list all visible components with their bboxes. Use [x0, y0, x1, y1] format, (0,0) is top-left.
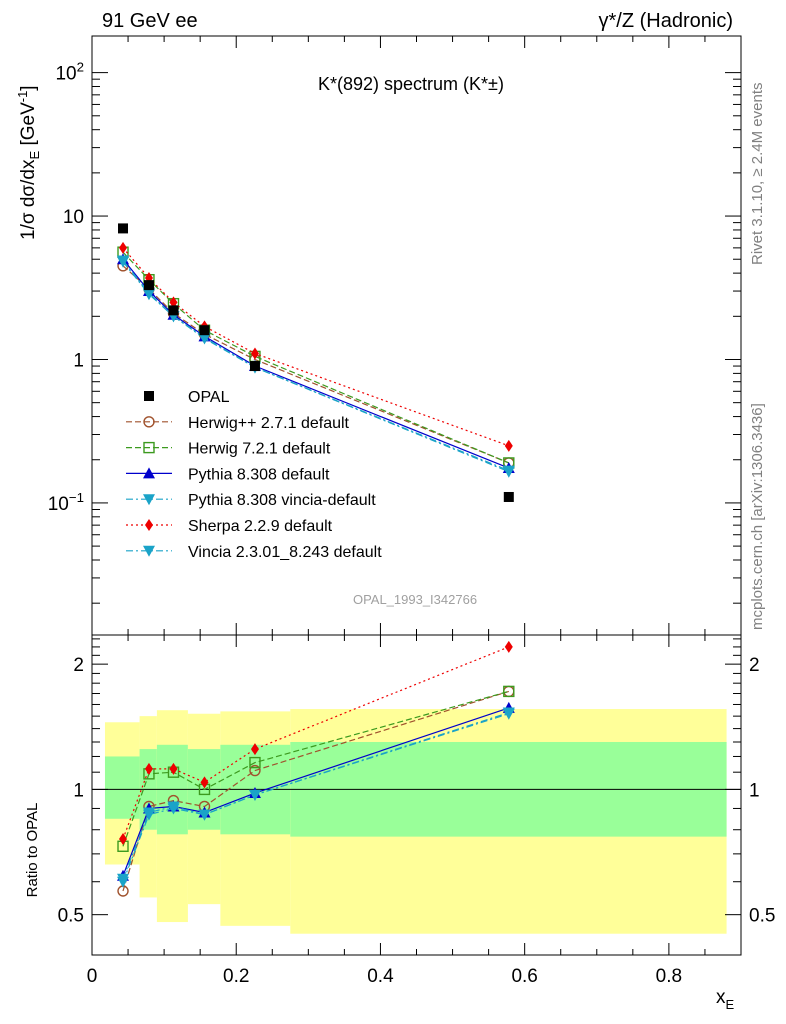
- y-axis-title: 1/σ dσ/dxE [GeV-1]: [15, 85, 42, 240]
- x-tick-label: 0.8: [656, 966, 682, 987]
- main-line-sherpa-2-2-9-default: [122, 247, 510, 447]
- main-point-sherpa-2-2-9-default: [119, 241, 128, 254]
- energy-label: 91 GeV ee: [102, 10, 198, 32]
- x-tick-label: 0: [87, 966, 98, 987]
- ratio-point-vincia-2-3-01-8-243-default: [248, 789, 261, 801]
- ratio-point-vincia-2-3-01-8-243-default: [117, 873, 130, 885]
- x-axis-title: xE: [716, 987, 735, 1012]
- ratio-y-tick-label: 0.5: [58, 906, 84, 927]
- legend-label-vincia-2-3-01-8-243-default: Vincia 2.3.01_8.243 default: [188, 544, 382, 561]
- main-point-opal: [199, 325, 210, 336]
- ratio-point-sherpa-2-2-9-default: [169, 762, 178, 775]
- ratio-y-tick-label: 1: [73, 780, 84, 801]
- legend-label-pythia-8-308-default: Pythia 8.308 default: [188, 466, 330, 483]
- legend-marker-herwig-7-2-1-default: [143, 441, 155, 454]
- ratio-line-sherpa-2-2-9-default: [122, 646, 510, 840]
- ratio-point-herwig-2-7-1-default: [503, 685, 515, 698]
- ratio-point-sherpa-2-2-9-default: [250, 743, 259, 756]
- x-tick-label: 0.2: [223, 966, 249, 987]
- main-point-opal: [503, 491, 514, 502]
- x-tick-label: 0.6: [511, 966, 537, 987]
- y-tick-label: 1: [73, 350, 84, 371]
- ratio-y-tick-label-right: 2: [749, 655, 760, 676]
- x-tick-label: 0.4: [367, 966, 394, 987]
- main-line-herwig-2-7-1-default: [122, 265, 510, 464]
- legend-marker-vincia-2-3-01-8-243-default: [143, 545, 155, 557]
- ratio-line-herwig-7-2-1-default: [122, 690, 509, 847]
- ratio-line-vincia-2-3-01-8-243-default: [122, 712, 509, 879]
- ratio-point-sherpa-2-2-9-default: [119, 833, 128, 846]
- plot-title: K*(892) spectrum (K*±): [318, 74, 504, 94]
- ratio-point-vincia-2-3-01-8-243-default: [167, 801, 180, 813]
- ratio-y-tick-label-right: 0.5: [749, 906, 775, 927]
- y-tick-label: 102: [55, 60, 84, 85]
- main-point-opal: [143, 280, 154, 291]
- main-point-vincia-2-3-01-8-243-default: [198, 332, 211, 344]
- main-point-vincia-2-3-01-8-243-default: [142, 288, 155, 300]
- ratio-point-sherpa-2-2-9-default: [504, 640, 513, 653]
- ratio-point-vincia-2-3-01-8-243-default: [198, 809, 211, 821]
- legend-label-herwig-2-7-1-default: Herwig++ 2.7.1 default: [188, 415, 350, 432]
- ratio-y-tick-label: 2: [73, 655, 84, 676]
- ratio-point-herwig-7-2-1-default: [503, 685, 515, 698]
- main-point-sherpa-2-2-9-default: [250, 347, 259, 360]
- ratio-point-sherpa-2-2-9-default: [144, 762, 153, 775]
- legend: OPAL Herwig++ 2.7.1 default Herwig 7.2.1 d…: [126, 389, 382, 561]
- legend-marker-pythia-8-308-default: [143, 467, 155, 479]
- legend-marker-herwig-2-7-1-default: [143, 416, 155, 428]
- main-point-opal: [249, 361, 260, 372]
- ratio-point-herwig-2-7-1-default: [249, 764, 261, 777]
- main-point-vincia-2-3-01-8-243-default: [117, 255, 130, 267]
- y-tick-label: 10−1: [48, 490, 84, 515]
- legend-marker-opal: [144, 391, 154, 401]
- main-panel: 10−1 1 10 102: [48, 35, 742, 636]
- legend-label-herwig-7-2-1-default: Herwig 7.2.1 default: [188, 441, 331, 458]
- ratio-point-vincia-2-3-01-8-243-default: [502, 707, 515, 719]
- legend-marker-sherpa-2-2-9-default: [145, 519, 153, 531]
- ratio-band-inner: [104, 756, 140, 819]
- mcplots-reference-label: mcplots.cern.ch [arXiv:1306.3436]: [749, 403, 766, 630]
- main-point-vincia-2-3-01-8-243-default: [502, 465, 515, 477]
- legend-label-opal: OPAL: [188, 389, 230, 406]
- analysis-id-watermark: OPAL_1993_I342766: [353, 592, 477, 607]
- main-point-opal: [168, 305, 179, 316]
- main-line-pythia-8-308-default: [122, 258, 510, 469]
- legend-label-sherpa-2-2-9-default: Sherpa 2.2.9 default: [188, 518, 333, 535]
- ratio-line-pythia-8-308-default: [122, 707, 509, 877]
- ratio-y-tick-label-right: 1: [749, 780, 760, 801]
- rivet-version-label: Rivet 3.1.10, ≥ 2.4M events: [749, 83, 766, 266]
- legend-label-pythia-8-308-vincia-default: Pythia 8.308 vincia-default: [188, 492, 376, 509]
- ratio-point-vincia-2-3-01-8-243-default: [142, 807, 155, 819]
- ratio-axis-title: Ratio to OPAL: [24, 803, 41, 898]
- main-point-opal: [118, 223, 129, 234]
- y-tick-label: 10: [63, 207, 84, 228]
- legend-marker-pythia-8-308-vincia-default: [143, 494, 155, 506]
- ratio-point-sherpa-2-2-9-default: [200, 776, 209, 789]
- process-label: γ*/Z (Hadronic): [599, 10, 733, 32]
- main-point-sherpa-2-2-9-default: [504, 439, 513, 452]
- plot-title-text: K*(892) spectrum (K*±): [318, 74, 504, 94]
- ratio-panel: 0.5 0.5 1 1 2 2 0 0.2 0.4 0.6 0.8: [58, 634, 775, 987]
- ratio-point-herwig-7-2-1-default: [249, 756, 261, 769]
